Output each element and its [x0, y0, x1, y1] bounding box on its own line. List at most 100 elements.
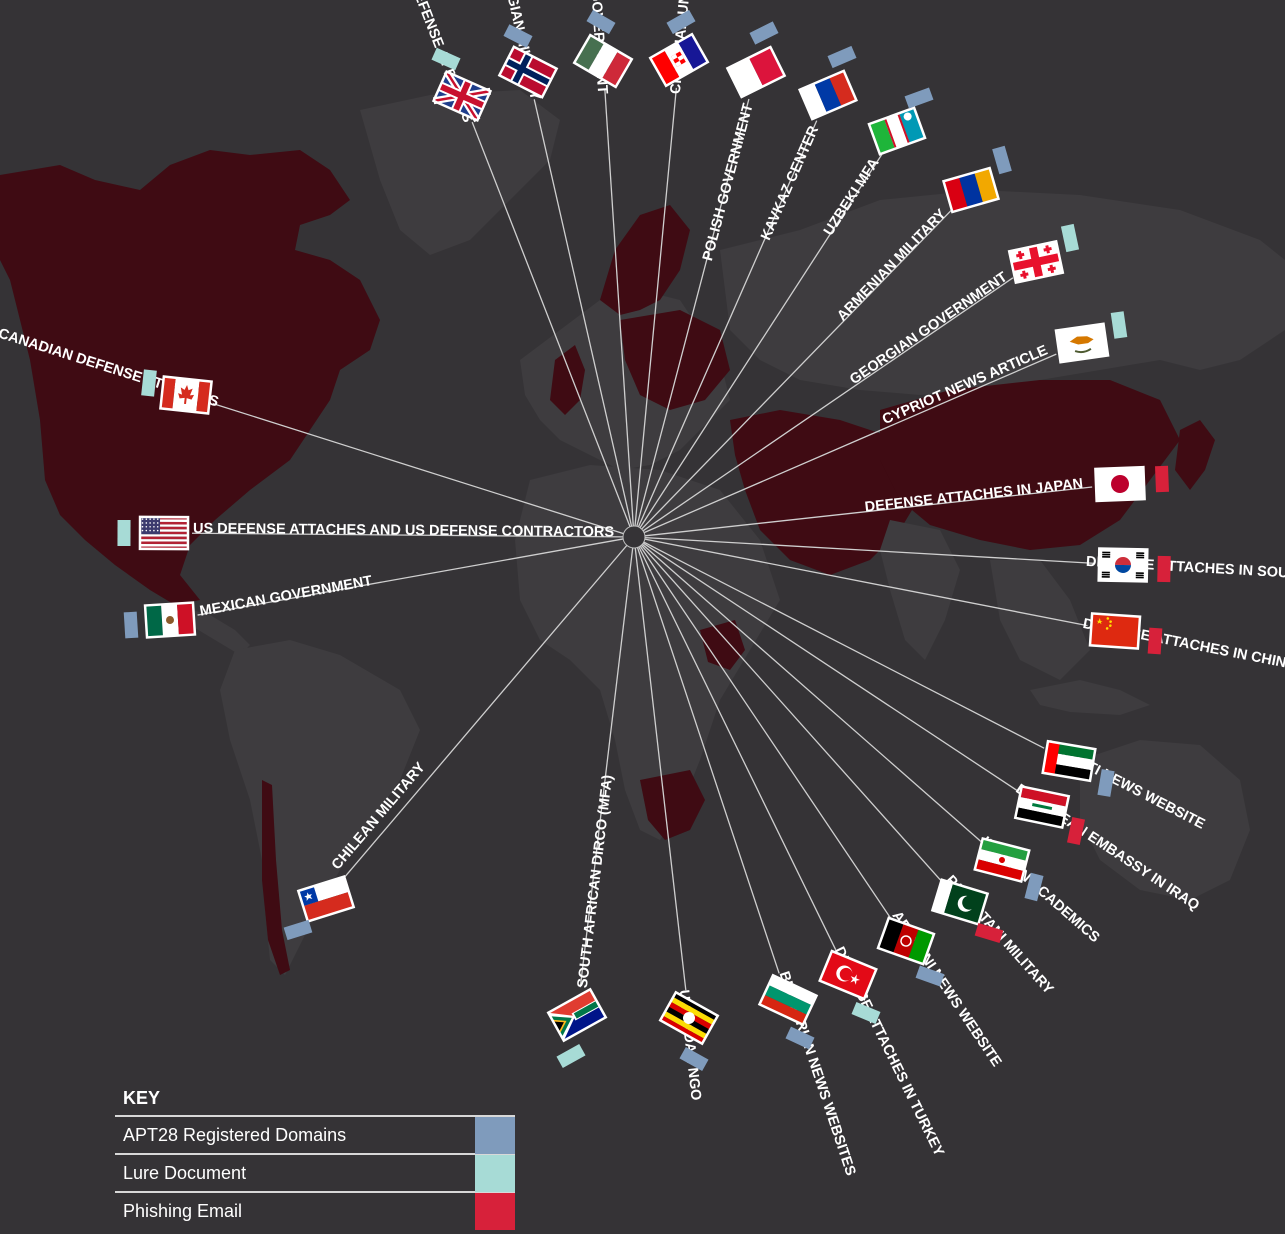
target-label: MEXICAN GOVERNMENT: [199, 573, 374, 620]
hungary-flag-icon: [572, 33, 634, 89]
flag-part: [1096, 617, 1103, 625]
flag-part: [903, 112, 912, 121]
armenia-flag-icon: [941, 166, 1001, 214]
russia-flag-icon: [797, 69, 859, 121]
flag-part: [868, 118, 895, 155]
flag-part: [932, 879, 954, 914]
connector-line: [637, 120, 818, 528]
flag-border: [546, 987, 608, 1043]
apt28-domains-marker: [749, 21, 779, 45]
flag-border: [757, 973, 819, 1027]
lure-document-marker: [556, 1043, 586, 1069]
target-label: KAVKAZ CENTER: [758, 123, 822, 243]
flag-part: [139, 516, 161, 535]
key-row-apt28-domains: APT28 Registered Domains: [115, 1117, 515, 1155]
china-flag-icon: [1088, 612, 1142, 650]
flag-part: [1101, 573, 1110, 576]
flag-part: [141, 518, 144, 520]
flag-part: [304, 892, 313, 901]
connector-line: [644, 538, 1088, 627]
connector-line: [639, 545, 891, 919]
apt28-domains-marker: [679, 1046, 709, 1072]
flag-border: [1094, 465, 1146, 503]
greenland-landmass: [360, 90, 560, 255]
phishing-email-marker: [1157, 555, 1171, 583]
indonesia-landmass: [1030, 680, 1150, 715]
japan-landmass: [1175, 420, 1215, 490]
south-korea-flag-icon: [1097, 547, 1149, 583]
afghanistan-flag-icon: [876, 916, 936, 966]
flag-part: [1135, 576, 1144, 579]
chile-flag-icon: [296, 875, 356, 923]
target-flags: [138, 32, 1149, 1046]
flag-part: [139, 539, 188, 542]
flag-border: [1013, 784, 1071, 830]
flag-part: [662, 1010, 708, 1040]
flag-border: [658, 990, 720, 1046]
connector-line: [641, 543, 982, 843]
flag-part: [675, 60, 682, 67]
apt28-domains-marker: [992, 145, 1012, 175]
flag-part: [574, 35, 605, 71]
flag-part: [505, 58, 551, 86]
east-africa-landmass: [700, 620, 745, 670]
georgia-flag-icon: [1007, 239, 1065, 285]
flag-part: [1109, 620, 1112, 623]
flag-part: [759, 994, 808, 1025]
connector-line: [636, 547, 780, 974]
turkey-flag-icon: [818, 949, 878, 1001]
flag-part: [1017, 250, 1023, 260]
lure-document-swatch: [475, 1155, 515, 1192]
flag-border: [143, 601, 197, 639]
target-label: SOUTH AFRICAN DIRCO (MFA): [575, 774, 616, 989]
flag-part: [1135, 574, 1144, 577]
apt28-domains-marker: [915, 965, 945, 987]
flag-part: [980, 838, 1030, 861]
flag-part: [974, 859, 1024, 882]
flag-part: [139, 544, 188, 547]
flag-part: [893, 923, 919, 959]
target-label: US DEFENSE ATTACHES AND US DEFENSE CONTR…: [193, 521, 615, 541]
flag-part: [1105, 627, 1109, 630]
flag-part: [999, 857, 1005, 863]
key-label: Lure Document: [123, 1163, 247, 1183]
flag-part: [768, 975, 817, 1006]
flag-part: [1019, 786, 1069, 807]
southern-africa-landmass: [640, 770, 705, 840]
flag-part: [139, 541, 188, 545]
flag-part: [900, 935, 912, 947]
apt28-domains-marker: [586, 9, 616, 35]
connector-line: [471, 121, 631, 527]
mexico-flag-icon: [143, 601, 197, 639]
flag-part: [1102, 555, 1111, 558]
japan-flag-icon: [1094, 465, 1146, 503]
flag-part: [884, 113, 910, 149]
flag-part: [149, 525, 151, 528]
phishing-email-marker: [1155, 465, 1169, 493]
uk-flag-icon: [431, 69, 493, 123]
connector-line: [636, 98, 750, 527]
lure-document-marker: [1110, 311, 1128, 339]
flag-part: [678, 34, 708, 70]
flag-part: [139, 534, 188, 537]
flag-part: [974, 167, 999, 204]
connector-line: [579, 547, 634, 988]
connector-line: [191, 532, 624, 538]
connector-line: [644, 486, 1093, 537]
connector-line: [641, 209, 952, 530]
connector-line: [212, 402, 624, 535]
flag-part: [149, 529, 151, 532]
connector-line: [197, 538, 624, 616]
uae-flag-icon: [1041, 739, 1097, 783]
flag-part: [156, 529, 159, 532]
flag-part: [145, 525, 148, 528]
flag-part: [1102, 551, 1111, 554]
flag-border: [497, 45, 559, 99]
target-label: POLISH GOVERNMENT: [700, 102, 757, 263]
flag-border: [725, 45, 787, 99]
flag-part: [1045, 245, 1050, 254]
norway-flag-icon: [497, 45, 559, 99]
connector-lines: [191, 87, 1096, 991]
flag-part: [438, 83, 486, 109]
